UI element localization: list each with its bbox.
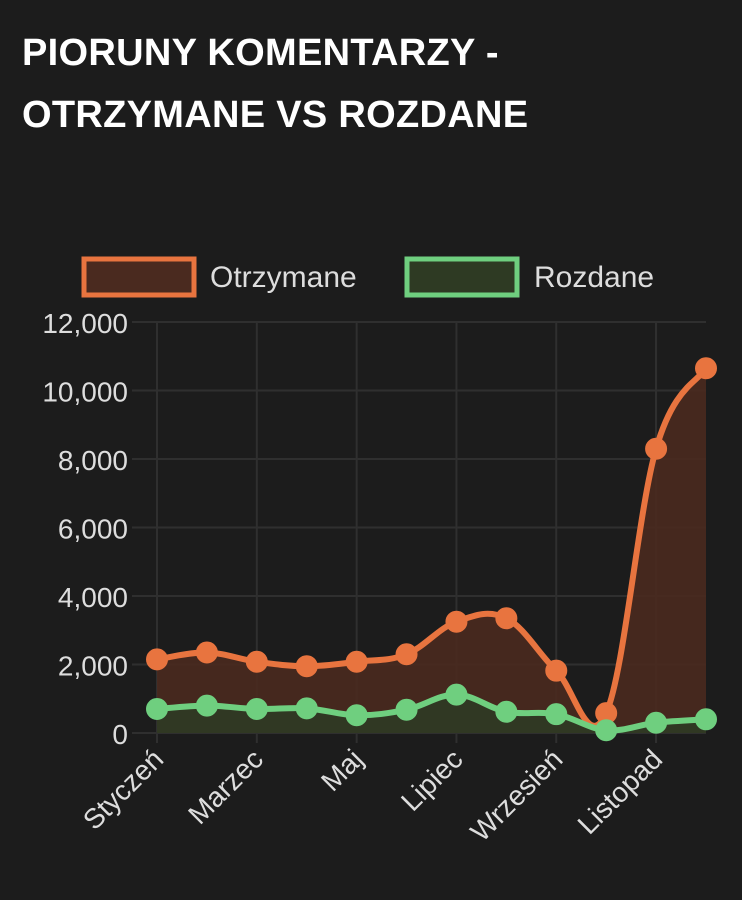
data-point [395, 698, 418, 721]
data-point [645, 711, 668, 734]
y-tick-label: 8,000 [58, 445, 128, 476]
data-point [345, 650, 368, 673]
legend-swatch [81, 256, 197, 298]
data-point [545, 659, 568, 682]
chart-title-line-2: OTRZYMANE VS ROZDANE [22, 94, 529, 136]
y-tick-label: 2,000 [58, 651, 128, 682]
data-point [245, 650, 268, 673]
legend: Otrzymane Rozdane [81, 256, 654, 298]
legend-swatch [404, 256, 520, 298]
data-point [545, 703, 568, 726]
y-tick-label: 6,000 [58, 514, 128, 545]
series-area [157, 368, 706, 733]
x-tick-label: Marzec [182, 743, 269, 830]
y-tick-label: 10,000 [42, 377, 128, 408]
data-point [495, 607, 518, 630]
y-tick-label: 12,000 [42, 308, 128, 339]
series-area [157, 694, 706, 733]
data-point [295, 655, 318, 678]
y-tick-label: 4,000 [58, 582, 128, 613]
data-point [146, 698, 168, 721]
x-tick-label: Lipiec [395, 743, 469, 817]
x-tick-label: Styczeń [77, 743, 169, 835]
y-tick-label: 0 [112, 719, 128, 750]
x-tick-label: Listopad [572, 743, 669, 840]
series-2 [146, 683, 717, 742]
data-point [195, 641, 218, 664]
data-point [146, 648, 168, 671]
x-tick-label: Maj [315, 743, 369, 797]
data-point [445, 610, 468, 633]
data-point [345, 704, 368, 727]
data-point [395, 643, 418, 666]
series-1 [146, 357, 717, 733]
x-tick-label: Wrzesień [464, 743, 568, 847]
data-point [245, 698, 268, 721]
data-point [495, 700, 518, 723]
data-point [195, 694, 218, 717]
data-point [695, 357, 717, 380]
legend-label: Rozdane [534, 261, 654, 294]
data-point [295, 697, 318, 720]
chart-title: PIORUNY KOMENTARZY - OTRZYMANE VS ROZDAN… [22, 22, 528, 146]
data-point [595, 719, 618, 742]
data-point [445, 683, 468, 706]
legend-label: Otrzymane [210, 261, 357, 294]
chart-title-line-1: PIORUNY KOMENTARZY - [22, 32, 499, 74]
data-point [695, 708, 717, 731]
data-point [645, 437, 668, 460]
